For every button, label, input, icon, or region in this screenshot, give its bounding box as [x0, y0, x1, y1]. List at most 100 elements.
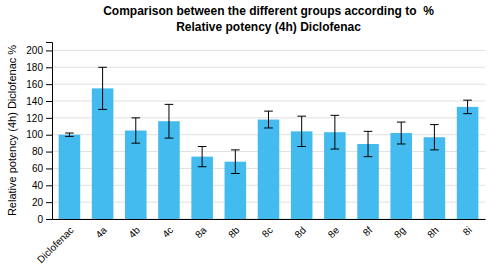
- error-line: [268, 111, 269, 128]
- tick-label: 4a: [93, 224, 109, 240]
- error-bar: [297, 116, 306, 146]
- tick-label: 4c: [160, 224, 175, 239]
- error-cap: [297, 116, 306, 117]
- x-axis: Diclofenac4a4b4c8a8b8c8d8e8f8g8h8i: [35, 220, 486, 266]
- title: Comparison between the different groups …: [103, 4, 434, 18]
- error-cap: [165, 138, 174, 139]
- tick-label: 20: [32, 197, 44, 208]
- plot: 020406080100120140160180200Diclofenac4a4…: [26, 43, 485, 266]
- tick: 100: [26, 129, 52, 140]
- tick-mark: [46, 67, 52, 68]
- tick: 8g: [392, 224, 408, 240]
- tick-mark: [46, 185, 52, 186]
- tick: 180: [26, 62, 52, 73]
- bar: [390, 133, 412, 219]
- error-bar: [264, 111, 273, 128]
- tick: 60: [32, 163, 52, 174]
- tick: 4a: [93, 224, 109, 240]
- error-cap: [430, 149, 439, 150]
- tick: 200: [26, 45, 52, 56]
- error-cap: [463, 100, 472, 101]
- error-cap: [297, 146, 306, 147]
- error-cap: [65, 136, 74, 137]
- tick: 80: [32, 146, 52, 157]
- tick-label: 8b: [226, 224, 242, 240]
- error-cap: [231, 173, 240, 174]
- bar: [258, 120, 280, 219]
- tick: 8b: [226, 224, 242, 240]
- tick-label: 60: [32, 163, 44, 174]
- error-line: [102, 67, 103, 109]
- tick: 4c: [160, 224, 175, 239]
- tick-label: 40: [32, 180, 44, 191]
- error-line: [168, 104, 169, 138]
- error-cap: [131, 117, 140, 118]
- tick: 0: [37, 214, 52, 225]
- tick-label: 8d: [292, 224, 308, 240]
- grid-line: [52, 101, 485, 102]
- tick-mark: [46, 135, 52, 136]
- error-bar: [231, 150, 240, 174]
- tick-label: 120: [26, 113, 43, 124]
- tick: 40: [32, 180, 52, 191]
- y-axis: 020406080100120140160180200: [26, 43, 52, 225]
- chart: 020406080100120140160180200Diclofenac4a4…: [0, 0, 500, 279]
- bar: [59, 135, 81, 219]
- error-bar: [331, 115, 340, 149]
- error-cap: [331, 149, 340, 150]
- error-cap: [231, 149, 240, 150]
- axis-line: [53, 219, 486, 220]
- error-bar: [131, 118, 140, 143]
- error-cap: [264, 127, 273, 128]
- tick-mark: [46, 84, 52, 85]
- error-cap: [397, 122, 406, 123]
- error-bar: [65, 133, 74, 136]
- error-bar: [364, 131, 373, 156]
- error-cap: [98, 67, 107, 68]
- tick-mark: [46, 50, 52, 51]
- tick-mark: [46, 202, 52, 203]
- error-bar: [463, 100, 472, 113]
- tick: Diclofenac: [35, 224, 76, 265]
- error-cap: [264, 111, 273, 112]
- error-bar: [165, 104, 174, 138]
- error-bar: [198, 147, 207, 167]
- error-line: [434, 125, 435, 150]
- tick-label: 200: [26, 45, 43, 56]
- tick: 20: [32, 197, 52, 208]
- error-cap: [430, 124, 439, 125]
- error-bar: [98, 67, 107, 109]
- tick: 8i: [461, 224, 474, 237]
- error-line: [135, 118, 136, 143]
- grid: [52, 50, 485, 219]
- tick: 8h: [425, 224, 441, 240]
- tick: 8a: [193, 224, 209, 240]
- error-bar: [397, 122, 406, 144]
- grid-line: [52, 50, 485, 51]
- tick-label: 4b: [126, 224, 142, 240]
- marks: [59, 67, 479, 219]
- tick-label: 0: [37, 214, 43, 225]
- error-cap: [165, 104, 174, 105]
- error-cap: [397, 143, 406, 144]
- tick-mark: [46, 118, 52, 119]
- tick: 120: [26, 113, 52, 124]
- subtitle: Relative potency (4h) Diclofenac: [176, 20, 361, 34]
- bar: [424, 137, 446, 219]
- tick-label: 8a: [193, 224, 209, 240]
- error-line: [69, 133, 70, 136]
- tick-label: Diclofenac: [35, 224, 76, 265]
- tick-label: 100: [26, 129, 43, 140]
- tick: 8e: [326, 224, 342, 240]
- tick: 160: [26, 79, 52, 90]
- tick-label: 180: [26, 62, 43, 73]
- tick-label: 8i: [461, 224, 474, 237]
- tick: 4b: [126, 224, 142, 240]
- tick-label: 8g: [392, 224, 408, 240]
- tick-label: 8h: [425, 224, 441, 240]
- error-cap: [331, 115, 340, 116]
- error-line: [467, 100, 468, 113]
- error-line: [368, 131, 369, 156]
- grid-line: [52, 67, 485, 68]
- error-line: [235, 150, 236, 174]
